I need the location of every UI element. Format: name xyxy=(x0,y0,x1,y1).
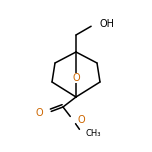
Text: CH₃: CH₃ xyxy=(85,128,100,138)
Text: O: O xyxy=(72,73,80,83)
Text: O: O xyxy=(35,108,43,118)
Text: OH: OH xyxy=(100,19,115,29)
Text: O: O xyxy=(77,115,85,125)
